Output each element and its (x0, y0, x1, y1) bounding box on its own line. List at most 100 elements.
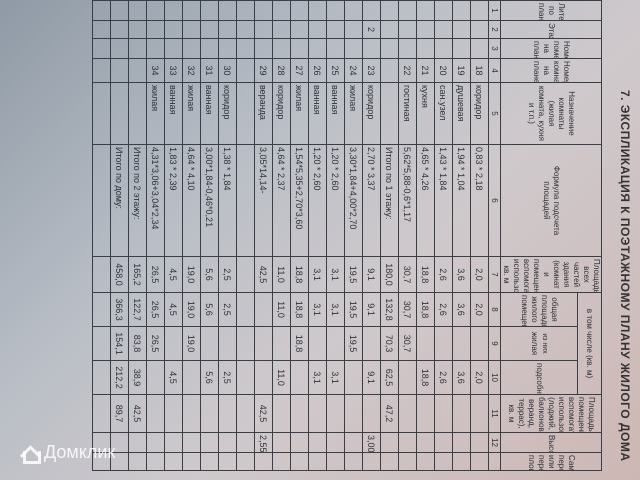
cell-height (182, 432, 201, 453)
cell-general: 3,6 (452, 292, 471, 327)
cell-total: 19,5 (344, 256, 363, 293)
cell-formula: 3,05*14,14- (254, 144, 273, 257)
cell-floor (344, 20, 363, 39)
cell-no: 29 (254, 58, 273, 83)
cell-name: душевая (452, 82, 471, 145)
header-formula: Формула подсчета площадей (500, 144, 602, 257)
cell-general: 30,7 (398, 292, 417, 327)
watermark-text: Домклик (44, 442, 116, 462)
table-row: 18 коридор 0,83 * 2,18 2,0 2,0 2,0 (470, 0, 489, 471)
table-row: 20 сан.узел 1,43 * 1,84 2,6 2,6 2,6 (434, 0, 453, 471)
cell-no: 33 (164, 58, 183, 83)
cell-empty (470, 38, 489, 59)
cell-veranda (470, 394, 489, 433)
cell-name (92, 82, 111, 145)
cell-veranda (182, 394, 201, 433)
column-number: 11 (488, 394, 501, 433)
cell-formula (236, 144, 255, 257)
cell-living (254, 326, 273, 361)
cell-no: 32 (182, 58, 201, 83)
column-number: 7 (488, 256, 501, 293)
cell-empty (308, 38, 327, 59)
cell-height (398, 432, 417, 453)
cell-empty (326, 452, 345, 471)
cell-height (434, 432, 453, 453)
cell-name: кухня (416, 82, 435, 145)
cell-height (326, 432, 345, 453)
cell-aux (344, 360, 363, 395)
cell-formula: 1,83 * 2,39 (164, 144, 183, 257)
cell-living (218, 326, 237, 361)
cell-total: 4,5 (164, 256, 183, 293)
cell-empty (164, 0, 183, 21)
cell-empty (416, 452, 435, 471)
cell-living (164, 326, 183, 361)
cell-empty (182, 38, 201, 59)
cell-height (218, 432, 237, 453)
cell-empty (416, 38, 435, 59)
cell-empty (344, 452, 363, 471)
cell-floor (290, 20, 309, 39)
cell-floor (470, 20, 489, 39)
cell-formula: 4,64 * 4,10 (182, 144, 201, 257)
cell-living (92, 326, 111, 361)
cell-name: коридор (362, 82, 381, 145)
header-premise-no: Номер помещения на плане (500, 38, 602, 59)
cell-empty (110, 0, 129, 21)
cell-general: 19,5 (344, 292, 363, 327)
cell-empty (434, 0, 453, 21)
cell-veranda: 47,2 (380, 394, 399, 433)
cell-general: 122,7 (128, 292, 147, 327)
cell-name: ванная (164, 82, 183, 145)
column-number: 8 (488, 292, 501, 327)
cell-aux: 3,1 (308, 360, 327, 395)
cell-aux: 2,6 (434, 360, 453, 395)
cell-empty (218, 0, 237, 21)
table-row (92, 0, 111, 471)
cell-empty (452, 38, 471, 59)
header-subgroup: из них (540, 333, 548, 354)
cell-empty (272, 452, 291, 471)
header-aux-area: Площадь помещений вспомогательного испол… (500, 394, 602, 433)
cell-no (236, 58, 255, 83)
header-room-no: Номер комнаты на плане (500, 58, 602, 83)
cell-total: 3,1 (308, 256, 327, 293)
cell-general: 2,6 (434, 292, 453, 327)
cell-height: 3,00 (362, 432, 381, 453)
cell-empty (272, 38, 291, 59)
cell-height (380, 432, 399, 453)
cell-no: 28 (272, 58, 291, 83)
cell-height (452, 432, 471, 453)
cell-general: 26,5 (146, 292, 165, 327)
cell-floor (380, 20, 399, 39)
cell-total: 5,6 (200, 256, 219, 293)
cell-total: 42,5 (254, 256, 273, 293)
cell-name (128, 82, 147, 145)
cell-name: коридор (272, 82, 291, 145)
cell-empty (344, 38, 363, 59)
cell-empty (92, 38, 111, 59)
cell-general: 18,8 (290, 292, 309, 327)
cell-formula: Итого по дому: (110, 144, 129, 257)
cell-height (344, 432, 363, 453)
cell-living: 19,5 (344, 326, 363, 361)
cell-aux: 38,9 (128, 360, 147, 395)
cell-total: 18,8 (416, 256, 435, 293)
cell-total: 2,5 (218, 256, 237, 293)
cell-floor (236, 20, 255, 39)
header-general-area: общая площадь жилого помещения (500, 292, 578, 327)
cell-empty (200, 0, 219, 21)
cell-empty (146, 38, 165, 59)
cell-empty (380, 452, 399, 471)
cell-general: 366,3 (110, 292, 129, 327)
cell-height (416, 432, 435, 453)
cell-veranda (164, 394, 183, 433)
cell-total: 458,0 (110, 256, 129, 293)
cell-floor (182, 20, 201, 39)
cell-formula: 1,54*5,35+2,70*3,60 (290, 144, 309, 257)
cell-no: 18 (470, 58, 489, 83)
cell-empty (146, 0, 165, 21)
table-row: 22 гостиная 5,62*5,88-0,6*1,17 30,7 30,7 30,7 (398, 0, 417, 471)
cell-height (200, 432, 219, 453)
cell-empty (254, 38, 273, 59)
